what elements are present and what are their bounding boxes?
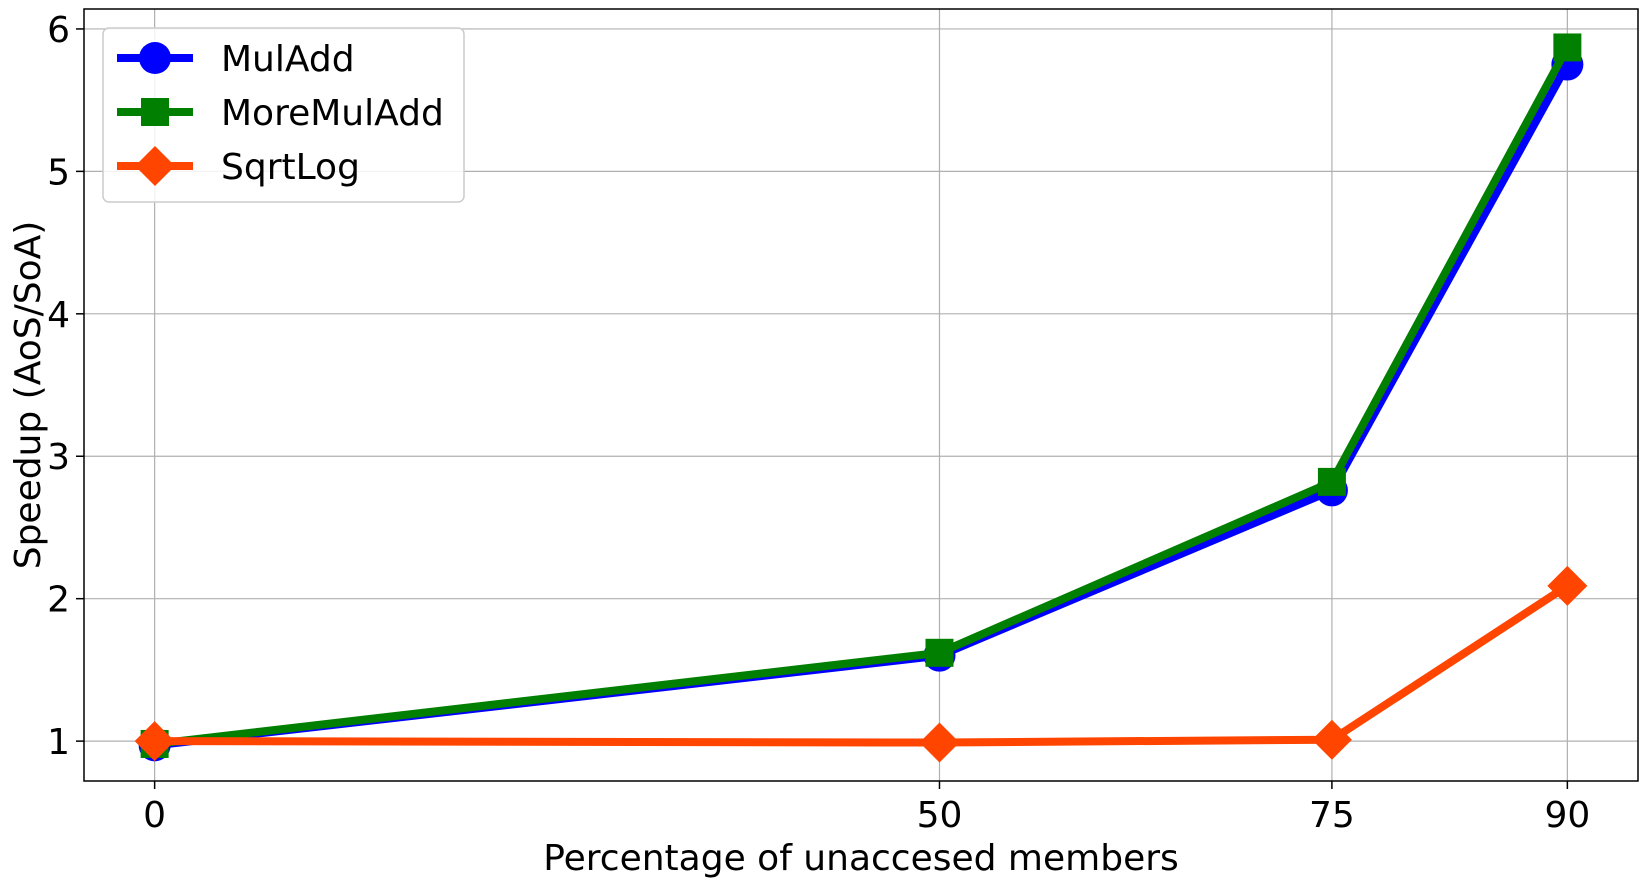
data-point bbox=[1311, 719, 1352, 760]
legend: MulAdd MoreMulAdd SqrtLog bbox=[102, 27, 465, 203]
y-tick-label: 6 bbox=[47, 10, 70, 51]
y-axis-label: Speedup (AoS/SoA) bbox=[8, 221, 49, 570]
x-axis-label: Percentage of unaccesed members bbox=[543, 838, 1179, 879]
plot-frame bbox=[83, 8, 1639, 782]
legend-label: SqrtLog bbox=[221, 147, 360, 188]
data-point bbox=[919, 722, 960, 763]
legend-marker bbox=[139, 42, 171, 74]
y-tick-label: 3 bbox=[47, 437, 70, 478]
data-point bbox=[1317, 467, 1346, 496]
legend-label: MoreMulAdd bbox=[221, 93, 444, 134]
y-tick-label: 2 bbox=[47, 580, 70, 621]
x-tick-label: 75 bbox=[1309, 795, 1355, 836]
legend-box bbox=[102, 27, 465, 203]
data-point bbox=[1547, 565, 1588, 606]
x-tick-label: 90 bbox=[1544, 795, 1590, 836]
series-line bbox=[154, 582, 1570, 747]
y-tick-label: 1 bbox=[47, 722, 70, 763]
series-moremuladd bbox=[140, 33, 1582, 758]
y-tick-label: 4 bbox=[47, 295, 70, 336]
x-tick-label: 50 bbox=[917, 795, 963, 836]
legend-item: MulAdd bbox=[117, 39, 355, 80]
data-point bbox=[1553, 33, 1582, 62]
y-tick-label: 5 bbox=[47, 152, 70, 193]
legend-item: MoreMulAdd bbox=[117, 93, 444, 134]
legend-label: MulAdd bbox=[221, 39, 355, 80]
series-layer bbox=[134, 33, 1588, 763]
legend-marker bbox=[141, 98, 169, 126]
data-point bbox=[134, 721, 175, 762]
legend-marker bbox=[135, 146, 175, 186]
data-point bbox=[925, 638, 954, 667]
axis-ticks: 0 50 75 90 1 2 3 4 5 6 bbox=[47, 10, 1590, 836]
x-tick-label: 0 bbox=[143, 795, 166, 836]
series-sqrtlog bbox=[134, 565, 1588, 763]
legend-item: SqrtLog bbox=[117, 146, 360, 188]
series-line bbox=[154, 45, 1571, 748]
